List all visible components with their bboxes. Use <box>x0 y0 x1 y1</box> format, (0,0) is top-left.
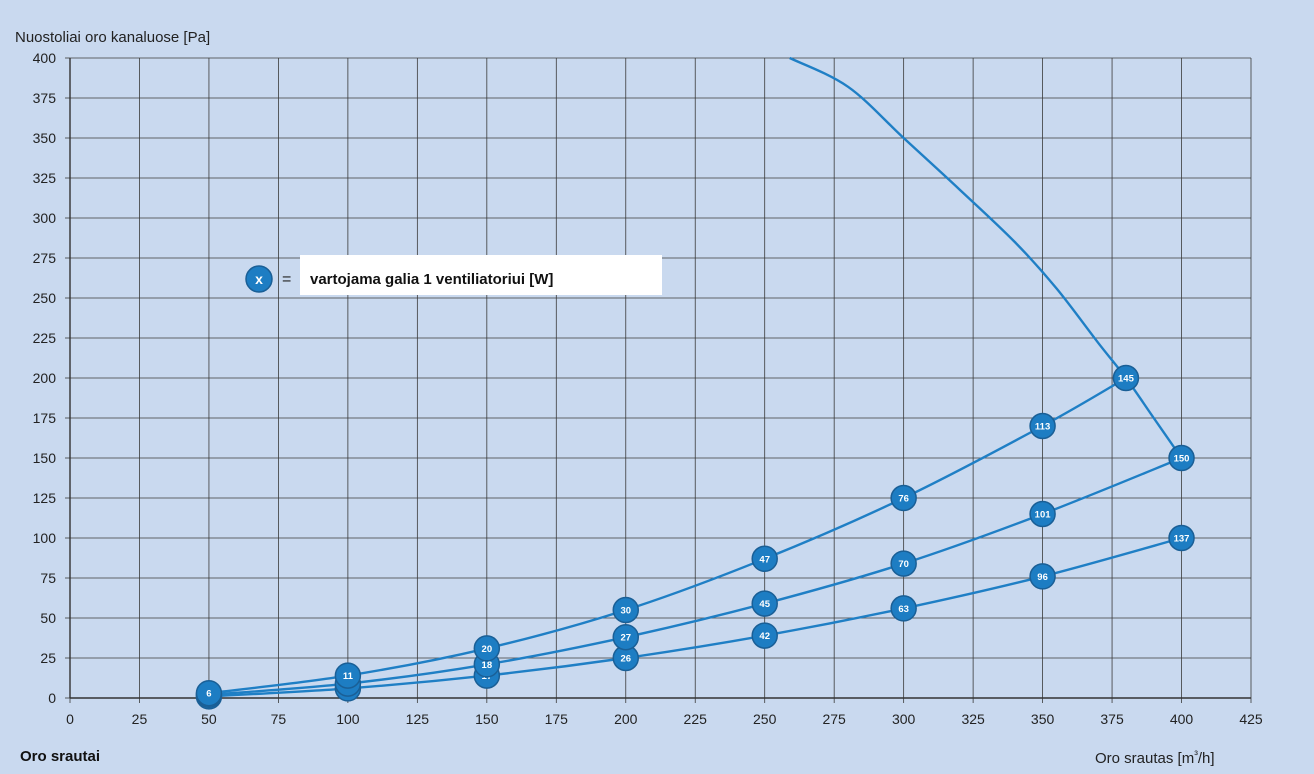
legend-marker-symbol: x <box>255 271 263 287</box>
y-tick-label: 200 <box>33 370 57 386</box>
x-tick-label: 125 <box>406 711 430 727</box>
y-tick-label: 175 <box>33 410 57 426</box>
y-tick-label: 150 <box>33 450 57 466</box>
y-tick-label: 25 <box>40 650 56 666</box>
y-tick-label: 400 <box>33 50 57 66</box>
data-point-marker <box>1029 500 1056 528</box>
y-tick-label: 75 <box>40 570 56 586</box>
data-point-label: 30 <box>620 606 631 617</box>
x-tick-label: 75 <box>271 711 287 727</box>
data-point-label: 76 <box>898 494 909 505</box>
data-point-label: 11 <box>343 671 354 682</box>
y-tick-label: 100 <box>33 530 57 546</box>
x-tick-label: 0 <box>66 711 74 727</box>
x-tick-label: 250 <box>753 711 777 727</box>
x-tick-label: 375 <box>1100 711 1124 727</box>
x-tick-label: 425 <box>1239 711 1263 727</box>
series-line-1 <box>208 376 1127 695</box>
x-tick-label: 25 <box>132 711 148 727</box>
corner-label: Oro srautai <box>20 748 100 765</box>
x-tick-label: 275 <box>822 711 846 727</box>
data-point-label: 6 <box>206 689 211 700</box>
data-point-marker <box>1112 364 1140 392</box>
x-tick-label: 50 <box>201 711 217 727</box>
data-point-marker <box>890 484 917 512</box>
x-tick-label: 400 <box>1170 711 1194 727</box>
data-point-label: 96 <box>1037 572 1048 583</box>
y-tick-label: 50 <box>40 610 56 626</box>
x-tick-label: 150 <box>475 711 499 727</box>
data-point-marker <box>1029 412 1056 440</box>
data-point-label: 145 <box>1118 374 1135 385</box>
data-point-label: 42 <box>759 631 770 642</box>
data-point-marker <box>751 622 778 649</box>
legend-marker-icon <box>245 265 273 293</box>
x-tick-label: 200 <box>614 711 638 727</box>
data-point-label: 47 <box>759 554 770 565</box>
x-tick-label: 225 <box>684 711 708 727</box>
y-axis-label: Nuostoliai oro kanaluose [Pa] <box>15 29 210 46</box>
data-point-label: 18 <box>482 660 493 671</box>
data-point-marker <box>195 679 223 707</box>
data-point-marker <box>1029 563 1056 590</box>
data-point-marker <box>890 595 917 622</box>
data-point-marker <box>890 550 917 577</box>
data-point-label: 27 <box>620 633 631 644</box>
data-point-marker <box>334 662 362 689</box>
x-tick-label: 300 <box>892 711 916 727</box>
data-markers: 1726426396137182745701011506112030477611… <box>195 364 1195 710</box>
y-tick-label: 375 <box>33 90 57 106</box>
data-point-marker <box>1168 524 1195 552</box>
y-tick-label: 125 <box>33 490 57 506</box>
y-tick-label: 250 <box>33 290 57 306</box>
data-point-label: 70 <box>898 559 909 570</box>
y-tick-label: 350 <box>33 130 57 146</box>
legend-box <box>300 255 662 295</box>
legend: x = vartojama galia 1 ventiliatoriui [W] <box>245 255 662 295</box>
x-tick-label: 325 <box>961 711 985 727</box>
x-tick-label: 100 <box>336 711 360 727</box>
data-point-marker <box>473 635 501 662</box>
data-point-label: 137 <box>1174 534 1190 545</box>
data-point-label: 20 <box>482 644 493 655</box>
y-tick-label: 0 <box>48 690 56 706</box>
data-point-label: 150 <box>1174 454 1190 465</box>
tick-labels: 0 25 50 75 100 125 150 175 200 225 250 275 300 325 350… <box>33 50 1263 727</box>
y-tick-label: 300 <box>33 210 57 226</box>
x-tick-label: 350 <box>1031 711 1055 727</box>
data-point-label: 63 <box>898 604 909 615</box>
y-tick-label: 275 <box>33 250 57 266</box>
data-point-marker <box>612 623 640 651</box>
y-tick-label: 325 <box>33 170 57 186</box>
data-point-marker <box>612 596 640 624</box>
y-tick-label: 225 <box>33 330 57 346</box>
x-tick-label: 175 <box>545 711 569 727</box>
data-point-marker <box>751 545 778 573</box>
legend-equals: = <box>282 271 291 288</box>
legend-text: vartojama galia 1 ventiliatoriui [W] <box>310 271 553 288</box>
x-axis-label: Oro srautas [m³/h] <box>1095 749 1215 767</box>
limit-curve-line <box>789 56 1183 459</box>
data-point-label: 45 <box>759 599 770 610</box>
data-point-marker <box>1168 444 1195 472</box>
data-point-label: 26 <box>620 654 631 665</box>
data-point-label: 101 <box>1035 510 1052 521</box>
data-point-marker <box>751 590 778 617</box>
data-point-label: 113 <box>1035 422 1050 433</box>
